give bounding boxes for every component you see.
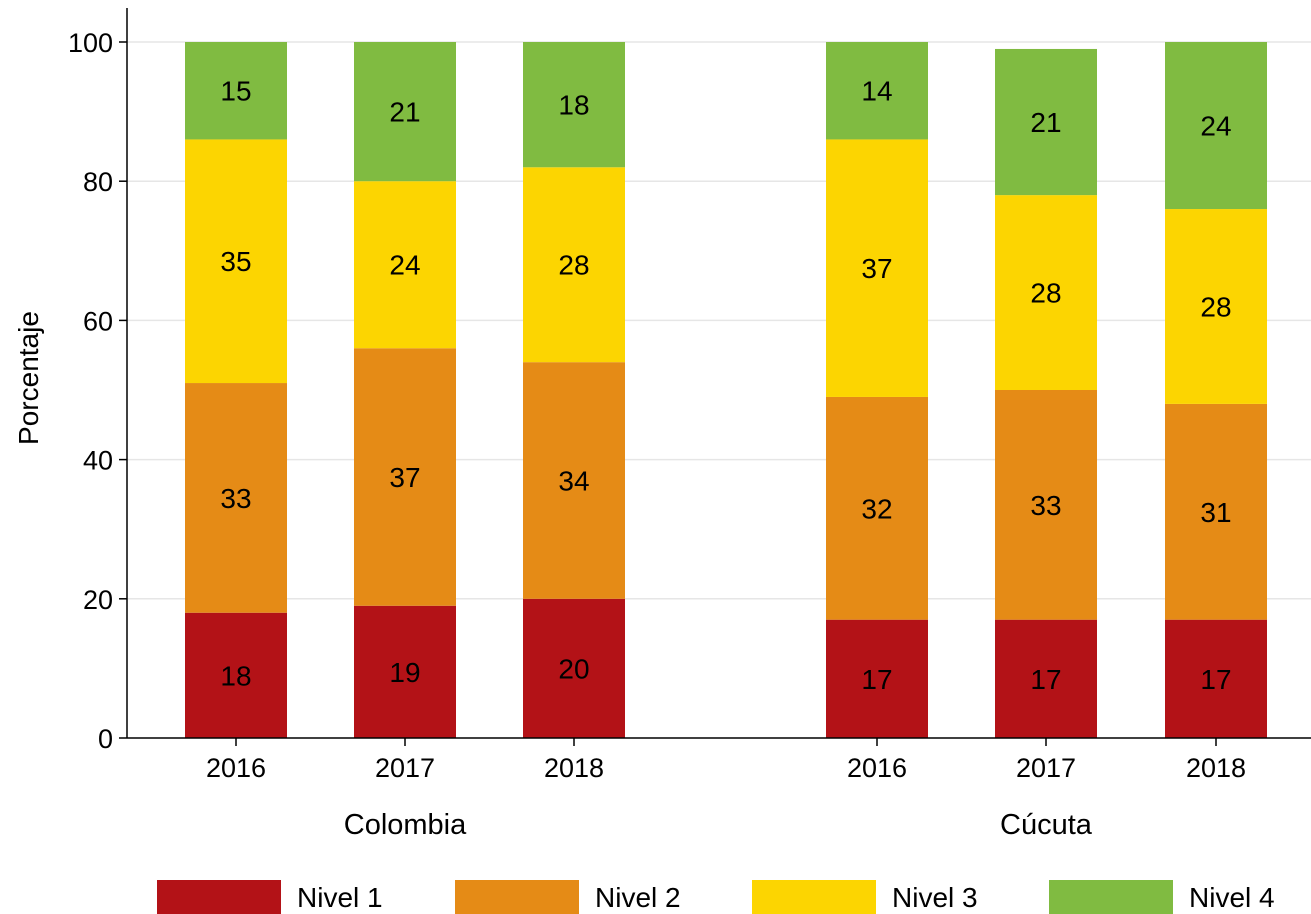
bars: 18 33 35 15 19 37 24 21 20 34 28 18 17 32 37 14 17 33 28 21… (185, 42, 1267, 738)
data-label: 34 (558, 465, 589, 496)
bar-segment (826, 396, 928, 620)
bar-segment (185, 139, 287, 384)
bar-segment (523, 167, 625, 363)
data-label: 28 (1200, 291, 1231, 322)
data-label: 18 (558, 90, 589, 121)
bar-segment (995, 195, 1097, 390)
bar-segment (354, 42, 456, 182)
bar-segment (185, 383, 287, 613)
y-axis-label: Porcentaje (13, 311, 44, 445)
bar-segment (1165, 619, 1267, 738)
y-tick-label: 60 (83, 306, 113, 336)
y-tick-label: 80 (83, 167, 113, 197)
legend-swatch (455, 880, 579, 914)
data-label: 37 (861, 253, 892, 284)
legend-label: Nivel 1 (297, 882, 383, 913)
bar-segment (523, 598, 625, 738)
bar-segment (523, 42, 625, 168)
data-label: 17 (1200, 664, 1231, 695)
x-tick-label: 2016 (847, 753, 907, 783)
bar-segment (1165, 42, 1267, 210)
bar-segment (354, 181, 456, 349)
bar-segment (354, 348, 456, 606)
y-tick-label: 100 (68, 28, 113, 58)
data-label: 19 (389, 657, 420, 688)
bar-segment (1165, 403, 1267, 620)
bar-segment (354, 605, 456, 738)
bar-segment (185, 42, 287, 140)
data-label: 14 (861, 76, 892, 107)
data-label: 33 (220, 483, 251, 514)
data-label: 31 (1200, 497, 1231, 528)
group-label: Colombia (344, 809, 467, 841)
data-label: 24 (389, 250, 420, 281)
x-tick-label: 2018 (1186, 753, 1246, 783)
data-label: 20 (558, 653, 589, 684)
bar-segment (523, 362, 625, 599)
x-tick-label: 2018 (544, 753, 604, 783)
bar-segment (185, 612, 287, 738)
data-label: 28 (1030, 278, 1061, 309)
data-label: 35 (220, 246, 251, 277)
data-label: 17 (1030, 664, 1061, 695)
legend-label: Nivel 3 (892, 882, 978, 913)
data-label: 15 (220, 76, 251, 107)
legend: Nivel 1 Nivel 2 Nivel 3 Nivel 4 (157, 880, 1275, 914)
data-label: 28 (558, 250, 589, 281)
data-label: 24 (1200, 111, 1231, 142)
legend-swatch (752, 880, 876, 914)
data-label: 32 (861, 493, 892, 524)
grid-lines (127, 41, 1311, 600)
legend-label: Nivel 2 (595, 882, 681, 913)
bar-segment (826, 619, 928, 738)
legend-swatch (1049, 880, 1173, 914)
bar-segment (995, 619, 1097, 738)
bar-segment (826, 42, 928, 140)
data-label: 17 (861, 664, 892, 695)
data-label: 18 (220, 660, 251, 691)
bar-segment (1165, 209, 1267, 404)
x-tick-label: 2016 (206, 753, 266, 783)
data-label: 21 (1030, 107, 1061, 138)
data-label: 33 (1030, 490, 1061, 521)
data-label: 37 (389, 462, 420, 493)
bar-segment (826, 139, 928, 397)
group-label: Cúcuta (1000, 809, 1093, 841)
data-label: 21 (389, 97, 420, 128)
x-tick-label: 2017 (375, 753, 435, 783)
bar-segment (995, 390, 1097, 620)
legend-swatch (157, 880, 281, 914)
bar-segment (995, 48, 1097, 196)
legend-label: Nivel 4 (1189, 882, 1275, 913)
y-tick-label: 20 (83, 585, 113, 615)
y-tick-label: 0 (98, 724, 113, 754)
y-tick-label: 40 (83, 446, 113, 476)
x-tick-label: 2017 (1016, 753, 1076, 783)
